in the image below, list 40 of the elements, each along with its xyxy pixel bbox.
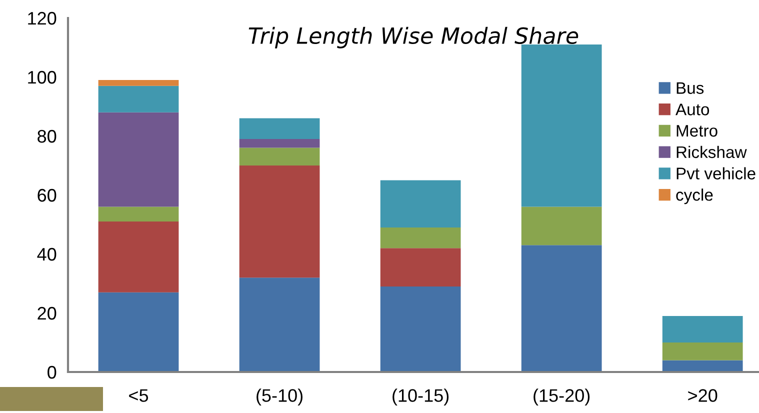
chart-title: Trip Length Wise Modal Share (248, 26, 578, 48)
bar (662, 360, 743, 372)
bar (380, 180, 461, 228)
bar (239, 278, 320, 372)
y-tick-label: 60 (38, 188, 56, 202)
x-tick-label: >20 (688, 389, 718, 402)
bar (239, 118, 320, 139)
bar (239, 166, 320, 278)
bar (98, 222, 179, 292)
bar (521, 44, 602, 207)
bar (662, 342, 743, 360)
x-tick-label: (5-10) (256, 388, 302, 406)
bar (521, 245, 602, 372)
legend-label: Rickshaw (676, 146, 747, 158)
legend-label: Auto (676, 104, 710, 116)
y-tick-label: 0 (48, 366, 56, 379)
bar (380, 286, 461, 372)
legend-label: cycle (676, 188, 713, 204)
y-tick-label: 20 (38, 306, 56, 320)
legend-label: Bus (676, 82, 704, 94)
bar (98, 86, 179, 112)
bar (239, 138, 320, 148)
y-tick-label: 100 (28, 70, 56, 84)
x-tick-label: <5 (129, 389, 148, 402)
bar (98, 112, 179, 207)
bar (239, 148, 320, 166)
bar (662, 316, 743, 342)
bar (380, 248, 461, 286)
y-tick-label: 120 (28, 12, 56, 25)
legend-label: Pvt vehicle (676, 167, 756, 180)
y-tick-label: 80 (38, 130, 56, 143)
y-tick-label: 40 (37, 248, 56, 261)
x-tick-label: (10-15) (392, 388, 449, 406)
x-tick-label: (15-20) (534, 388, 590, 406)
bar (98, 80, 179, 86)
bar (98, 292, 179, 372)
bar (521, 206, 602, 246)
bar (98, 206, 179, 222)
bar (380, 227, 461, 248)
legend-label: Metro (676, 125, 718, 137)
